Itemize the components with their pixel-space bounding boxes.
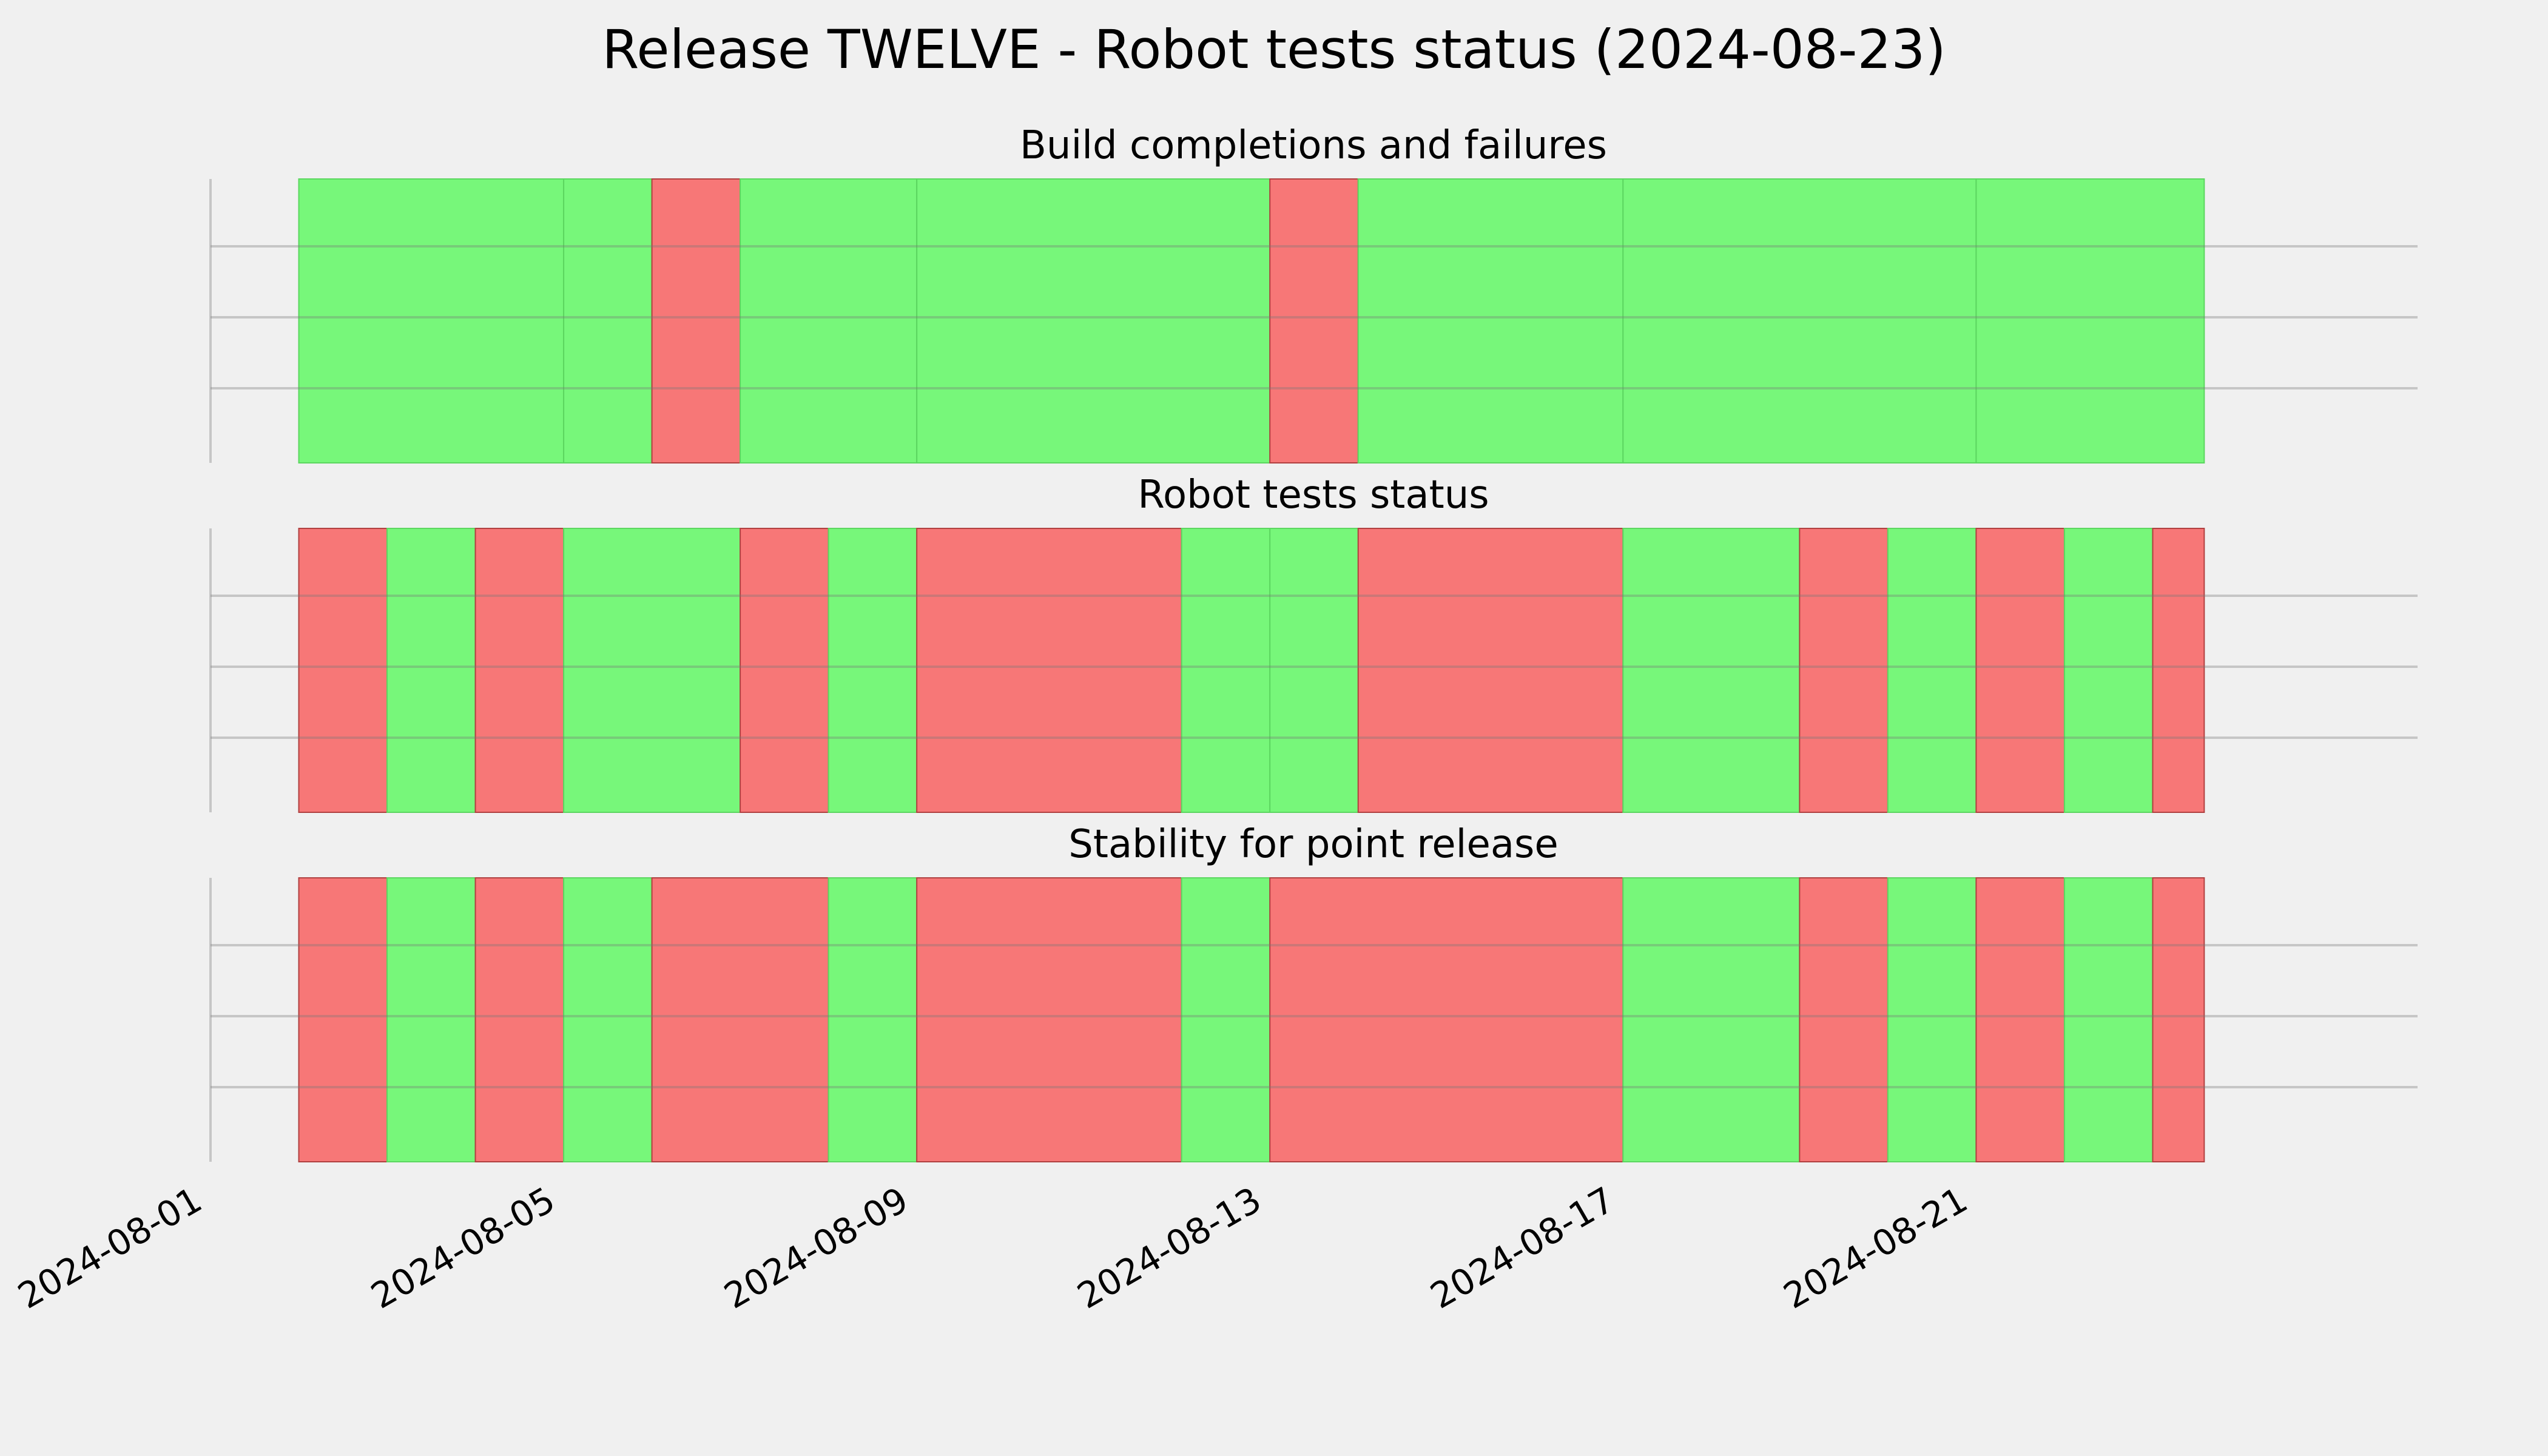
status-segment-pass [916, 178, 1271, 463]
status-segment-pass [563, 528, 741, 813]
status-segment-pass [1181, 877, 1271, 1162]
panel-title: Robot tests status [1138, 473, 1489, 517]
status-segment-fail [651, 178, 741, 463]
status-segment-pass [1975, 178, 2205, 463]
status-segment-fail [1975, 877, 2065, 1162]
panel-title: Stability for point release [1068, 822, 1559, 867]
status-segment-fail [2152, 528, 2205, 813]
status-segment-pass [2063, 528, 2154, 813]
status-segment-fail [474, 528, 565, 813]
panels: Build completions and failures Robot test… [209, 123, 2418, 1162]
status-segment-fail [651, 877, 829, 1162]
status-segment-pass [1269, 528, 1359, 813]
status-segment-pass [563, 877, 653, 1162]
status-segment-pass [1622, 528, 1801, 813]
status-segment-pass [1181, 528, 1271, 813]
status-segment-pass [386, 528, 476, 813]
chart-title: Release TWELVE - Robot tests status (202… [602, 18, 1946, 81]
status-segment-fail [1799, 877, 1889, 1162]
status-segment-fail [916, 528, 1182, 813]
panel-1: Build completions and failures [209, 123, 2418, 463]
status-segment-pass [1622, 877, 1801, 1162]
status-segment-pass [827, 877, 918, 1162]
status-segment-fail [740, 528, 829, 813]
status-segment-fail [1975, 528, 2065, 813]
status-segment-pass [2063, 877, 2154, 1162]
status-segment-fail [916, 877, 1182, 1162]
status-segment-fail [2152, 877, 2205, 1162]
panel-3: Stability for point release [209, 822, 2418, 1162]
status-segment-pass [1357, 178, 1624, 463]
status-segment-fail [298, 528, 388, 813]
status-segment-fail [1799, 528, 1889, 813]
status-segment-fail [474, 877, 565, 1162]
status-segment-pass [740, 178, 918, 463]
panel-title: Build completions and failures [1020, 123, 1607, 168]
status-segment-pass [298, 178, 565, 463]
status-segment-fail [298, 877, 388, 1162]
status-segment-pass [563, 178, 653, 463]
status-segment-pass [1622, 178, 1977, 463]
status-segment-pass [827, 528, 918, 813]
status-segment-fail [1269, 178, 1359, 463]
status-segment-pass [1887, 877, 1977, 1162]
status-segment-pass [386, 877, 476, 1162]
panel-2: Robot tests status [209, 473, 2418, 813]
status-segment-pass [1887, 528, 1977, 813]
status-segment-fail [1357, 528, 1624, 813]
status-segment-fail [1269, 877, 1624, 1162]
